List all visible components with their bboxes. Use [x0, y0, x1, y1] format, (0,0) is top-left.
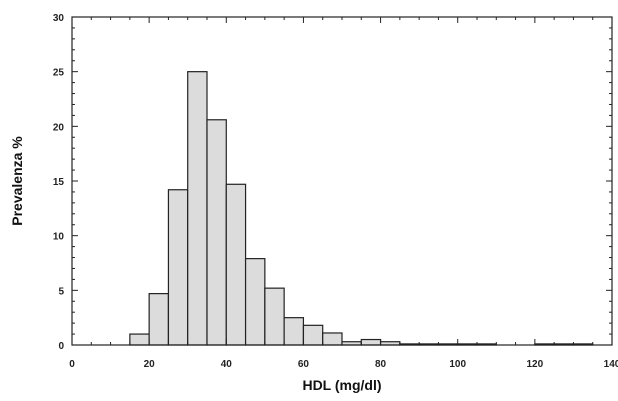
histogram-bar — [302, 324, 324, 346]
tick-labels: 0 20 40 60 80 100 120 140 0 5 10 15 20 25 30 — [53, 13, 618, 370]
y-tick-label: 15 — [53, 177, 65, 188]
histogram-bar — [360, 338, 382, 346]
histogram-bar — [167, 189, 189, 346]
histogram-bar — [187, 71, 208, 346]
histogram-bar — [225, 183, 247, 346]
histogram-bar — [283, 317, 305, 346]
x-tick-label: 40 — [221, 359, 233, 370]
x-tick-label: 80 — [375, 359, 387, 370]
histogram-bars — [129, 71, 594, 346]
histogram-bar — [264, 287, 285, 346]
y-tick-label: 25 — [53, 68, 65, 79]
histogram-bar — [129, 333, 150, 346]
axis-ticks — [71, 16, 613, 346]
x-axis-label: HDL (mg/dl) — [302, 377, 381, 393]
x-tick-label: 140 — [604, 359, 618, 370]
histogram-bar — [148, 293, 170, 346]
x-tick-label: 100 — [449, 359, 466, 370]
y-tick-label: 10 — [53, 232, 65, 243]
x-tick-label: 60 — [298, 359, 310, 370]
y-tick-label: 0 — [58, 341, 64, 352]
x-tick-label: 20 — [144, 359, 156, 370]
histogram-bar — [322, 332, 343, 346]
histogram-bar — [244, 258, 266, 346]
x-tick-label: 0 — [69, 359, 75, 370]
x-tick-label: 120 — [527, 359, 544, 370]
histogram-bar — [206, 119, 227, 346]
y-axis-label: Prevalenza % — [9, 136, 25, 226]
y-tick-label: 30 — [53, 13, 65, 24]
y-tick-label: 5 — [58, 286, 64, 297]
y-tick-label: 20 — [53, 122, 65, 133]
